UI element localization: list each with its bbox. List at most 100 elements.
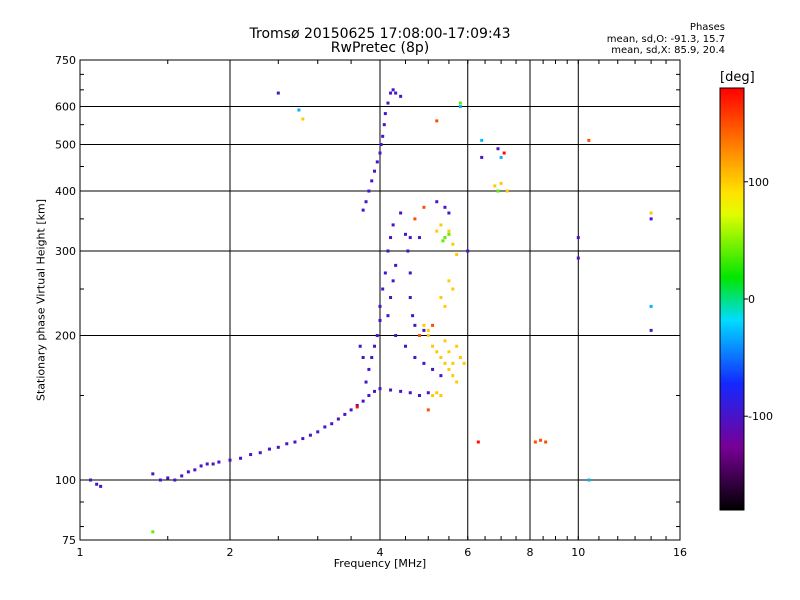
data-point (441, 239, 445, 243)
data-point (587, 478, 591, 482)
data-point (151, 472, 155, 476)
data-point (413, 323, 417, 327)
data-point (447, 229, 451, 233)
data-point (180, 474, 184, 478)
data-point (496, 189, 500, 193)
data-point (447, 350, 451, 354)
data-point (330, 422, 334, 426)
data-point (389, 236, 393, 240)
data-point (382, 123, 386, 127)
data-point (533, 440, 537, 444)
data-point (431, 323, 435, 327)
data-point (426, 334, 430, 338)
data-point (455, 344, 459, 348)
data-point (285, 442, 289, 446)
stats-line-o: mean, sd,O: -91.3, 15.7 (606, 34, 725, 45)
data-point (408, 391, 412, 395)
data-point (391, 279, 395, 283)
data-point (389, 91, 393, 95)
data-point (435, 200, 439, 204)
x-tick-label: 4 (377, 546, 384, 559)
data-point (476, 440, 480, 444)
x-tick-label: 8 (527, 546, 534, 559)
data-point (399, 389, 403, 393)
y-tick-label: 750 (55, 54, 76, 67)
data-point (505, 189, 509, 193)
chart-subtitle: RwPretec (8p) (330, 40, 430, 56)
data-point (301, 437, 305, 441)
x-tick-label: 2 (227, 546, 234, 559)
data-point (158, 478, 162, 482)
data-point (413, 355, 417, 359)
data-point (378, 304, 382, 308)
data-point (443, 205, 447, 209)
y-tick-label: 400 (55, 185, 76, 198)
data-point (413, 217, 417, 221)
data-point (378, 318, 382, 322)
data-point (447, 367, 451, 371)
data-point (455, 380, 459, 384)
data-point (276, 91, 280, 95)
data-point (403, 232, 407, 236)
data-point (417, 236, 421, 240)
data-point (308, 433, 312, 437)
data-point (447, 279, 451, 283)
data-point (455, 253, 459, 257)
data-point (480, 138, 484, 142)
data-point (394, 263, 398, 267)
data-point (499, 155, 503, 159)
data-point (426, 408, 430, 412)
y-tick-label: 75 (62, 534, 76, 547)
data-point (576, 236, 580, 240)
data-point (443, 304, 447, 308)
data-point (649, 328, 653, 332)
colorbar-label: [deg] (720, 70, 755, 85)
data-point (451, 361, 455, 365)
data-point (373, 344, 377, 348)
data-point (422, 361, 426, 365)
data-point (267, 447, 271, 451)
data-point (480, 155, 484, 159)
data-point (361, 208, 365, 212)
data-point (403, 344, 407, 348)
data-point (394, 91, 398, 95)
y-tick-label: 500 (55, 139, 76, 152)
data-point (364, 380, 368, 384)
data-point (249, 453, 253, 457)
data-point (361, 355, 365, 359)
data-point (458, 105, 462, 109)
data-point (417, 394, 421, 398)
data-point (458, 101, 462, 105)
data-point (367, 394, 371, 398)
data-point (443, 236, 447, 240)
data-point (422, 205, 426, 209)
data-point (378, 151, 382, 155)
data-point (199, 464, 203, 468)
x-axis-label: Frequency [MHz] (333, 557, 427, 570)
data-point (431, 394, 435, 398)
data-point (435, 229, 439, 233)
data-point (316, 430, 320, 434)
data-point (383, 271, 387, 275)
data-point (426, 328, 430, 332)
data-point (435, 391, 439, 395)
data-point (205, 462, 209, 466)
data-point (228, 458, 232, 462)
data-point (439, 374, 443, 378)
data-point (443, 361, 447, 365)
data-point (343, 412, 347, 416)
data-point (406, 249, 410, 253)
data-point (458, 355, 462, 359)
colorbar-tick-label: 0 (748, 293, 755, 306)
data-point (439, 355, 443, 359)
data-point (361, 399, 365, 403)
data-point (417, 334, 421, 338)
colorbar-tick-label: 100 (748, 176, 769, 189)
data-point (386, 249, 390, 253)
data-point (323, 425, 327, 429)
data-point (375, 160, 379, 164)
data-point (349, 408, 353, 412)
data-point (378, 387, 382, 391)
data-point (379, 143, 383, 147)
data-point (297, 108, 301, 112)
